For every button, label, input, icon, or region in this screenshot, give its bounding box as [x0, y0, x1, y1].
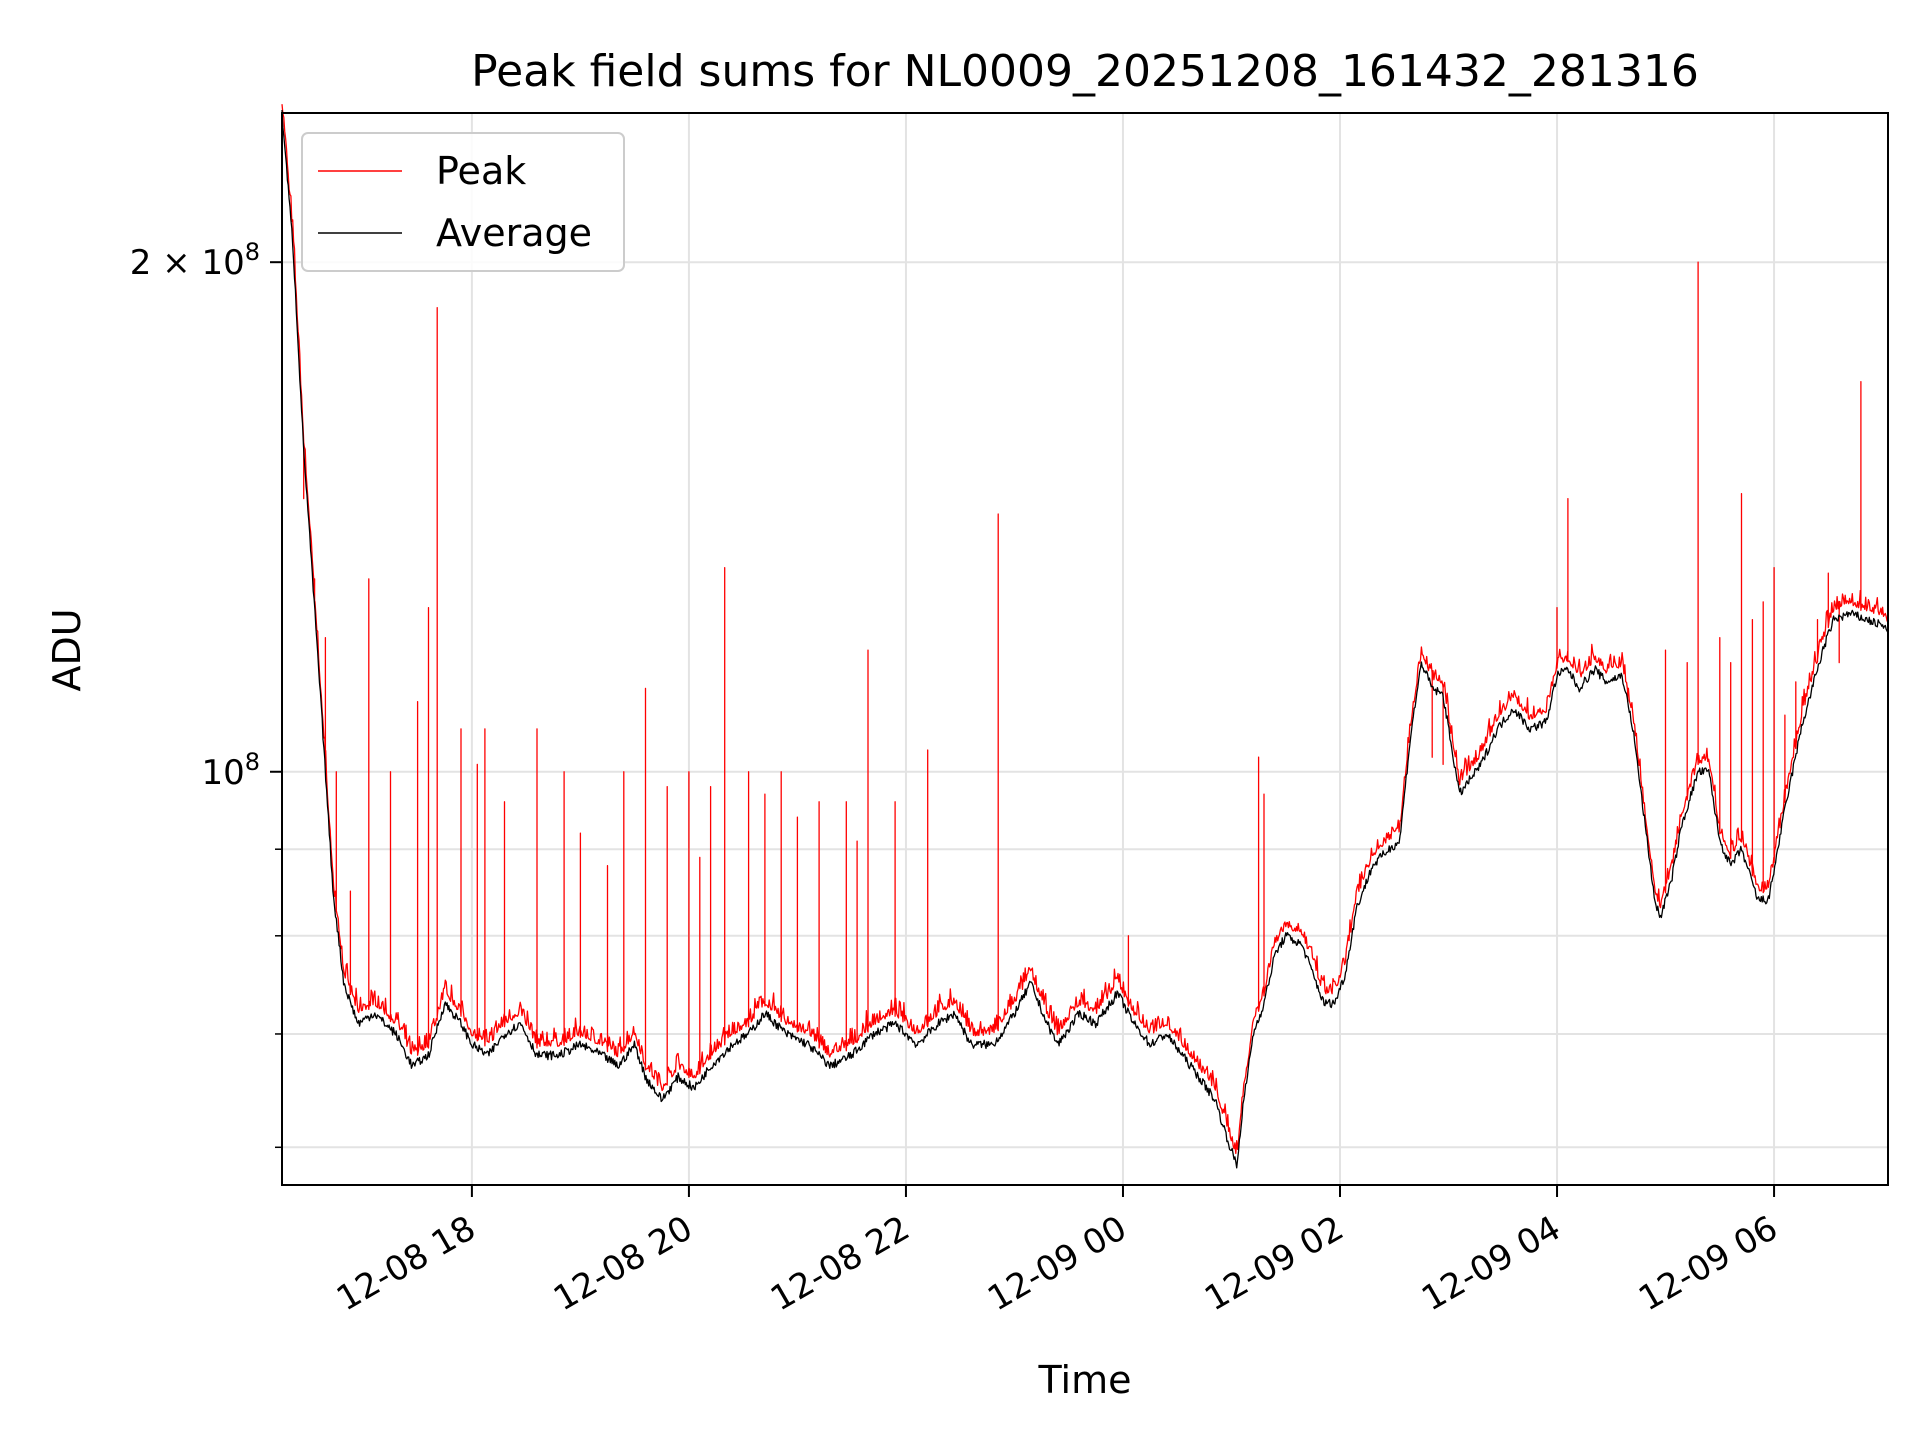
- x-tick-label: 12-08 22: [764, 1208, 916, 1319]
- plot-area: [281, 104, 1889, 1169]
- x-tick-label: 12-08 18: [330, 1208, 482, 1319]
- legend-label-peak: Peak: [436, 149, 526, 193]
- chart-title: Peak field sums for NL0009_20251208_1614…: [471, 46, 1699, 97]
- y-tick-label: 2 × 108: [130, 238, 260, 283]
- y-axis-label: ADU: [45, 608, 89, 691]
- series-peak-line: [281, 104, 1889, 1155]
- x-tick-label: 12-09 02: [1198, 1208, 1350, 1319]
- y-axis: 108 2 × 108: [130, 238, 282, 1149]
- x-axis: 12-08 18 12-08 20 12-08 22 12-09 00 12-09 02…: [330, 1185, 1785, 1319]
- x-axis-label: Time: [1038, 1358, 1132, 1402]
- grid-lines: [282, 113, 1888, 1185]
- x-tick-label: 12-08 20: [547, 1208, 699, 1319]
- y-tick-label: 108: [201, 748, 260, 793]
- plot-frame: [281, 112, 1889, 1186]
- x-tick-label: 12-09 00: [981, 1208, 1133, 1319]
- x-tick-label: 12-09 06: [1632, 1208, 1784, 1319]
- legend: Peak Average: [301, 132, 625, 272]
- legend-box: [301, 132, 625, 272]
- x-tick-label: 12-09 04: [1415, 1208, 1567, 1319]
- series-average-line: [281, 109, 1889, 1169]
- legend-label-average: Average: [436, 211, 592, 255]
